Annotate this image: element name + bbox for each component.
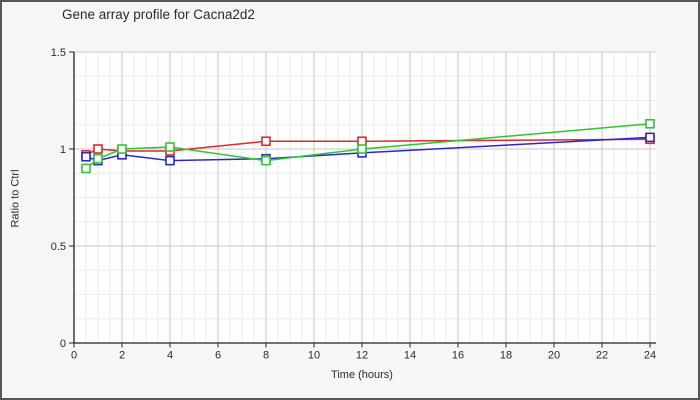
green-series-marker: [81, 163, 91, 174]
green-series-marker: [93, 153, 103, 164]
y-tick-label: 0: [60, 338, 66, 350]
y-tick-label: 1.5: [51, 47, 66, 59]
green-series: [81, 118, 655, 174]
green-series-marker: [645, 118, 655, 129]
ticks: [69, 51, 651, 348]
x-tick-label: 8: [263, 350, 269, 362]
x-tick-label: 16: [452, 350, 464, 362]
x-tick-label: 0: [71, 350, 77, 362]
x-axis-title: Time (hours): [331, 369, 393, 381]
blue-series-marker: [165, 155, 175, 166]
x-tick-label: 12: [356, 350, 368, 362]
blue-series-marker: [645, 132, 655, 143]
x-tick-label: 14: [404, 350, 416, 362]
green-series-marker: [165, 142, 175, 152]
red-series-marker: [261, 136, 271, 147]
y-tick-label: 0.5: [51, 241, 66, 253]
green-series-marker: [261, 155, 271, 166]
y-tick-label: 1: [60, 144, 66, 156]
red-series-marker: [357, 136, 367, 147]
red-series-marker: [93, 144, 103, 154]
x-tick-label: 20: [548, 350, 560, 362]
minor-gridlines: [74, 52, 656, 343]
tick-labels: 00.511.50 2 4 6 8 10 12 14 16 18 20 22 24: [51, 47, 656, 362]
blue-series-marker: [81, 151, 91, 162]
x-tick-label: 22: [596, 350, 608, 362]
green-series-marker: [117, 144, 127, 154]
x-tick-label: 10: [308, 350, 320, 362]
x-tick-label: 18: [500, 350, 512, 362]
x-tick-label: 6: [215, 350, 221, 362]
green-series-marker: [357, 144, 367, 154]
axes: [73, 52, 656, 344]
x-tick-label: 4: [167, 350, 173, 362]
chart-title: Gene array profile for Cacna2d2: [62, 7, 255, 22]
x-tick-label: 2: [119, 350, 125, 362]
x-tick-label: 24: [644, 350, 656, 362]
